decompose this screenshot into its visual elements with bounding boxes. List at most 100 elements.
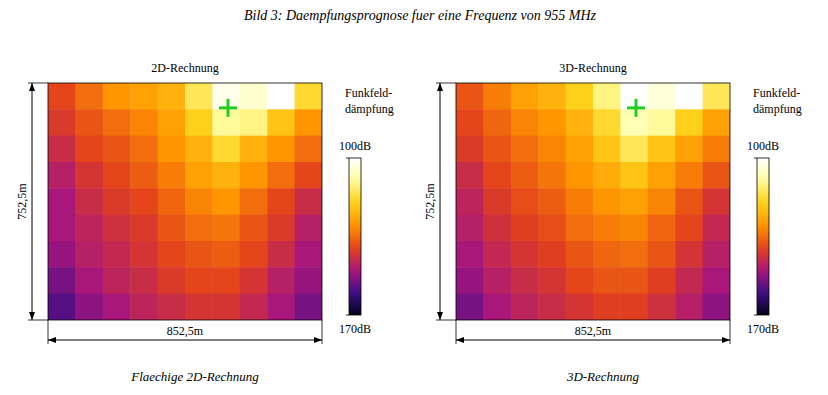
cell <box>295 83 322 110</box>
cell <box>648 188 676 215</box>
cell <box>75 215 103 242</box>
colorbar: Funkfeld-dämpfung100dB170dB <box>339 86 394 336</box>
plot-frame <box>48 83 322 320</box>
dimension-extension <box>28 320 48 321</box>
cell <box>703 294 730 320</box>
cell <box>675 188 703 215</box>
cell <box>566 188 594 215</box>
cell <box>675 109 703 136</box>
figure-title: Bild 3: Daempfungsprognose fuer eine Fre… <box>244 8 597 23</box>
cell <box>593 136 621 163</box>
dimension-arrow <box>48 337 56 343</box>
dimension-extension <box>48 320 49 344</box>
cell <box>593 215 621 242</box>
cell <box>456 162 484 189</box>
colorbar: Funkfeld-dämpfung100dB170dB <box>747 86 802 336</box>
cell <box>48 241 76 268</box>
cell <box>185 294 213 320</box>
cell <box>158 83 186 110</box>
cell <box>75 162 103 189</box>
colorbar-bar <box>349 158 361 315</box>
cell <box>511 136 539 163</box>
cell <box>185 109 213 136</box>
cell <box>267 136 295 163</box>
transmitter <box>627 99 645 117</box>
width-label: 852,5m <box>167 324 204 338</box>
cell <box>703 162 730 189</box>
cell <box>538 215 566 242</box>
cell <box>130 83 158 110</box>
colorbar-tick <box>346 315 349 316</box>
colorbar-title: Funkfeld- <box>345 86 392 100</box>
dimension-line <box>48 340 322 341</box>
cell <box>675 162 703 189</box>
cell <box>48 294 76 320</box>
cell <box>566 136 594 163</box>
figure-svg: Bild 3: Daempfungsprognose fuer eine Fre… <box>0 0 828 395</box>
dimension-extension <box>436 83 456 84</box>
cell <box>212 109 240 136</box>
cell <box>483 215 511 242</box>
cell <box>648 83 676 110</box>
cell <box>103 267 131 294</box>
cell <box>511 241 539 268</box>
cell <box>703 83 730 110</box>
cell <box>48 162 76 189</box>
cell <box>538 162 566 189</box>
cell <box>103 241 131 268</box>
cell <box>240 294 268 320</box>
dimension-line <box>32 83 33 320</box>
cell <box>483 294 511 320</box>
cell <box>240 215 268 242</box>
cell <box>483 83 511 110</box>
colorbar-title: dämpfung <box>345 102 394 116</box>
cell <box>185 241 213 268</box>
panel-caption: Flaechige 2D-Rechnung <box>130 369 259 384</box>
cell <box>212 83 240 110</box>
cell <box>75 109 103 136</box>
cell <box>185 162 213 189</box>
cell <box>675 241 703 268</box>
cell <box>212 241 240 268</box>
cell <box>538 83 566 110</box>
cell <box>185 83 213 110</box>
cell <box>295 294 322 320</box>
cell <box>511 267 539 294</box>
transmitter <box>219 99 237 117</box>
cell <box>648 215 676 242</box>
cell <box>483 241 511 268</box>
cell <box>158 215 186 242</box>
cell <box>48 109 76 136</box>
cell <box>75 267 103 294</box>
dimension-arrow <box>29 83 35 91</box>
cell <box>648 267 676 294</box>
dimension-line <box>456 340 730 341</box>
cell <box>456 136 484 163</box>
cell <box>511 109 539 136</box>
cell <box>511 188 539 215</box>
cell <box>538 241 566 268</box>
cell <box>456 267 484 294</box>
cell <box>511 162 539 189</box>
cell <box>483 136 511 163</box>
cell <box>648 136 676 163</box>
cell <box>620 215 648 242</box>
cell <box>212 267 240 294</box>
cell <box>212 294 240 320</box>
colorbar-tick <box>754 158 757 159</box>
cell <box>267 162 295 189</box>
cell <box>456 215 484 242</box>
cell <box>511 215 539 242</box>
cell <box>212 136 240 163</box>
cell <box>566 294 594 320</box>
colorbar-bar <box>757 158 769 315</box>
cell <box>75 83 103 110</box>
cell <box>566 267 594 294</box>
cell <box>48 136 76 163</box>
cell <box>185 136 213 163</box>
height-label: 752,5m <box>15 183 29 220</box>
cell <box>593 83 621 110</box>
cell <box>103 136 131 163</box>
dimension-extension <box>456 320 457 344</box>
cell <box>240 162 268 189</box>
